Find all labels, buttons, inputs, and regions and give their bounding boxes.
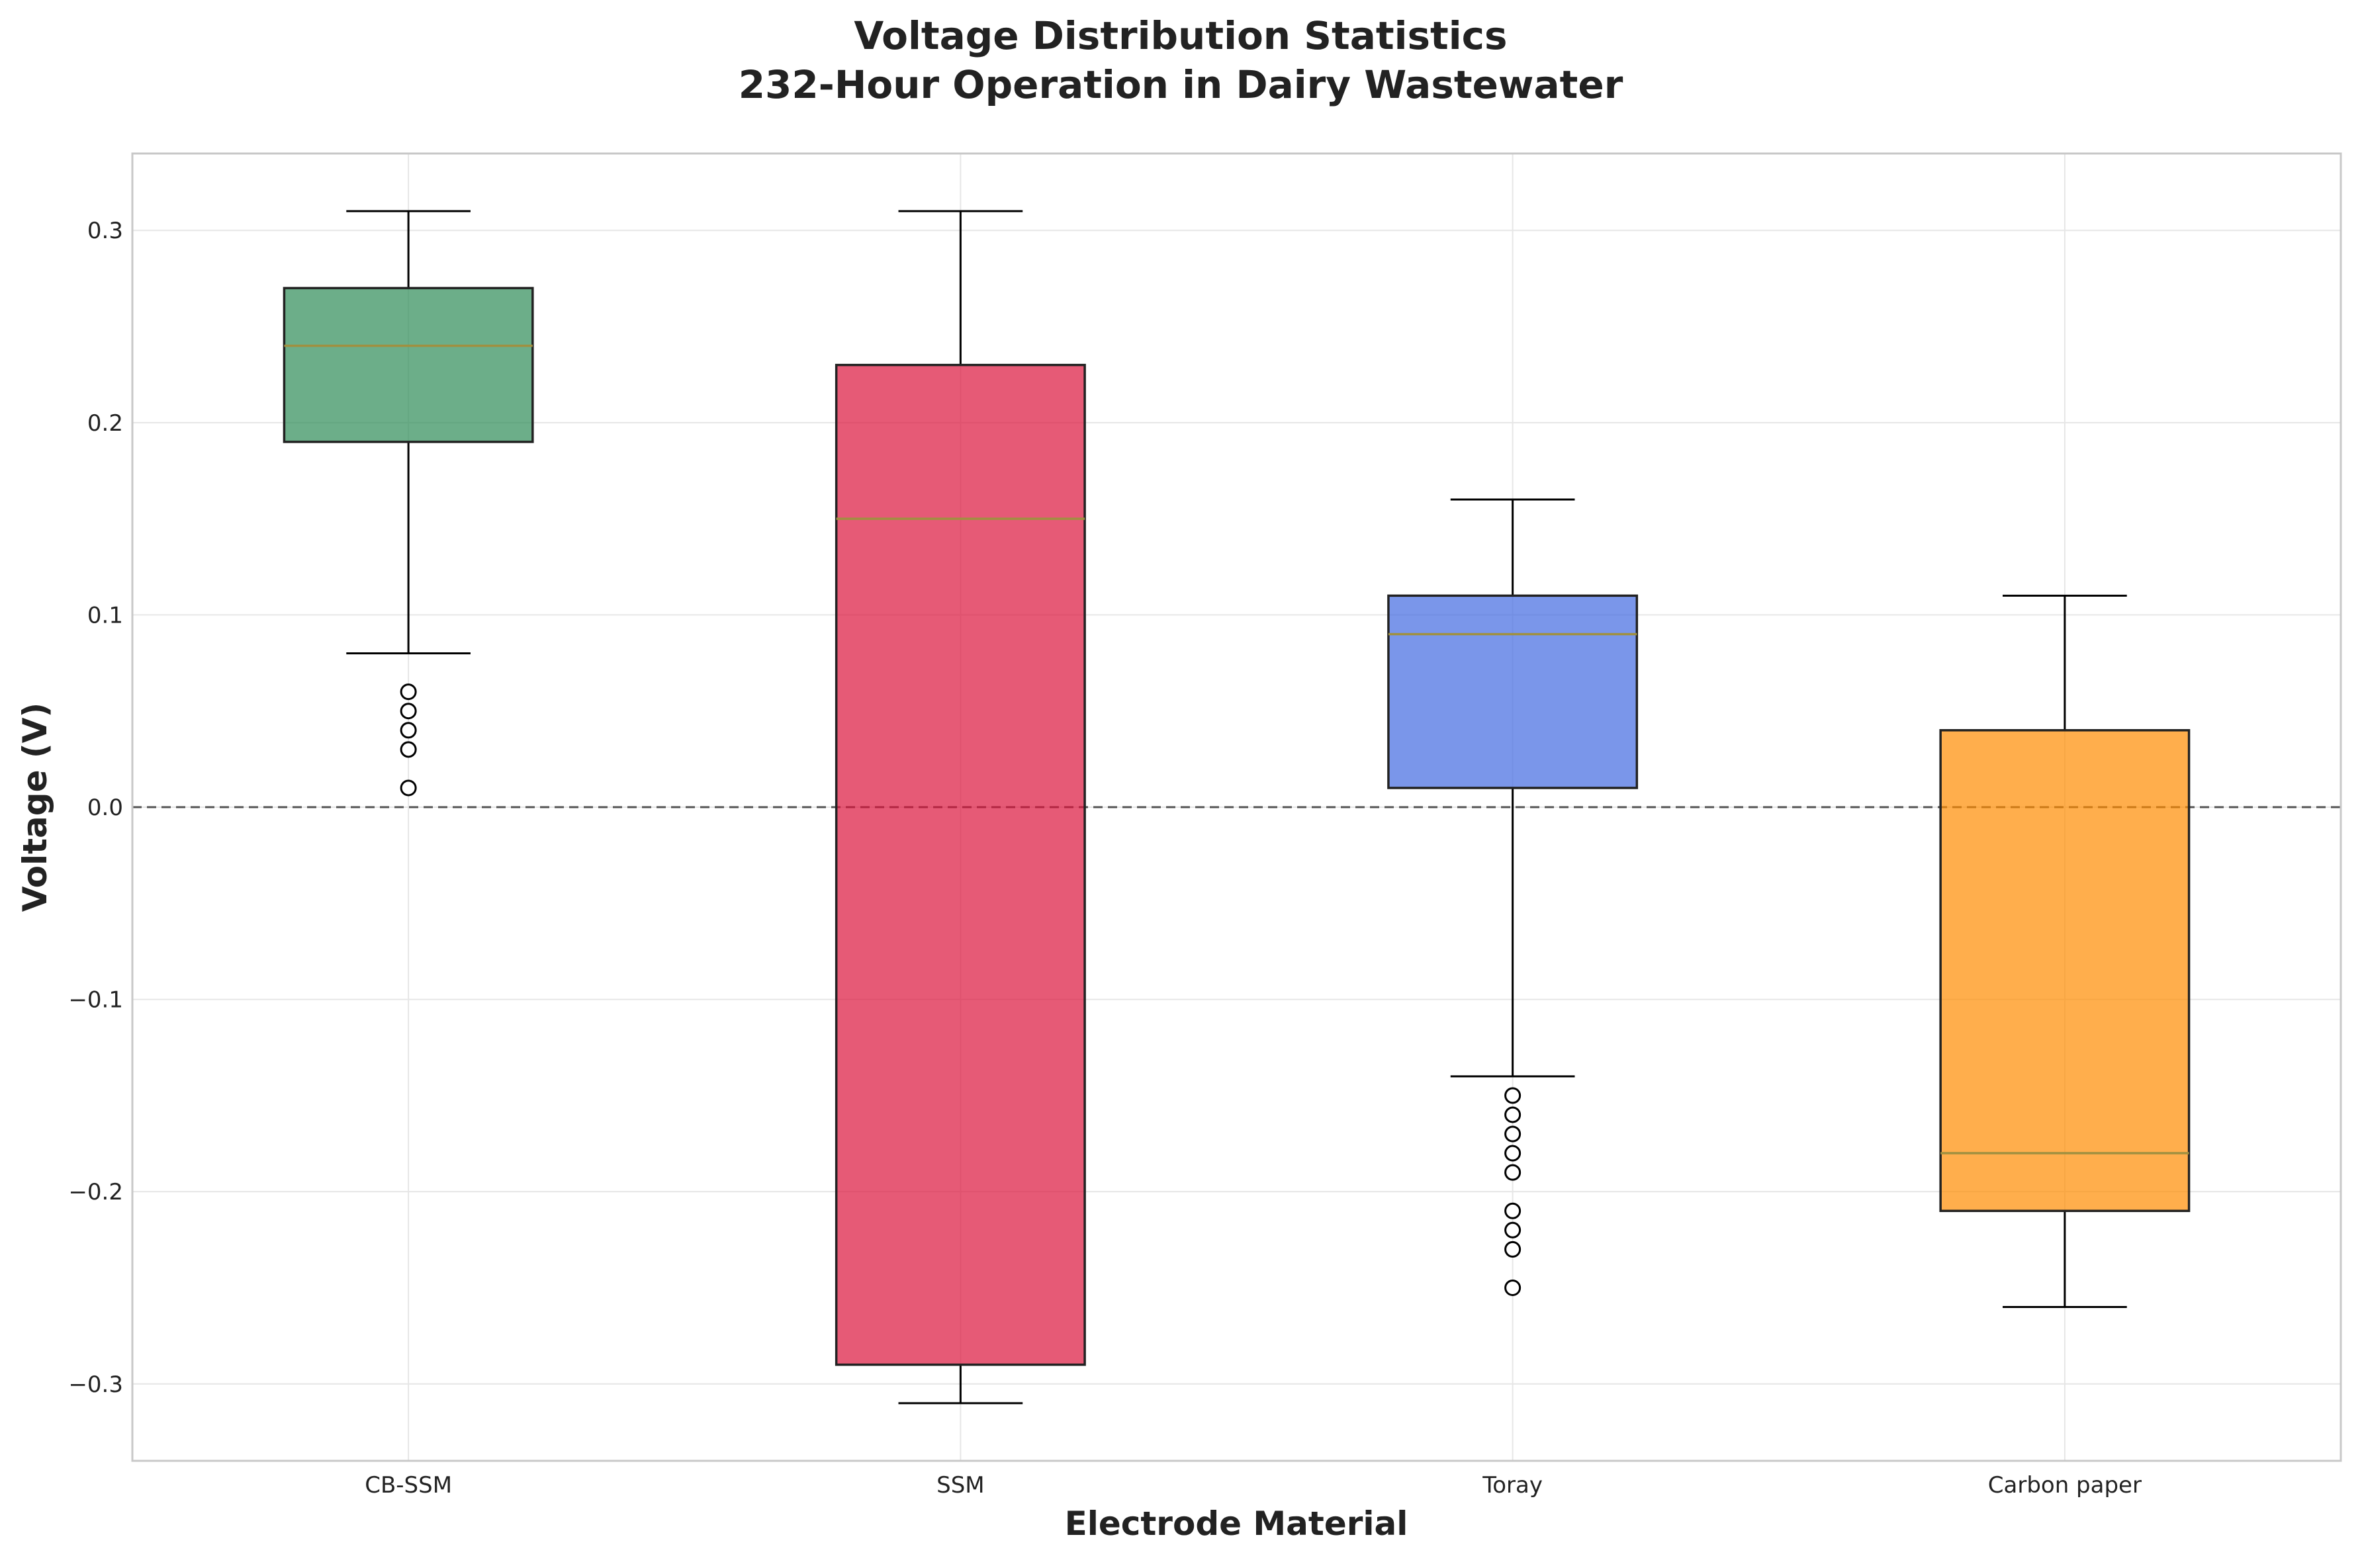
chart-title-line-2: 232-Hour Operation in Dairy Wastewater — [739, 62, 1623, 107]
outlier-point — [1504, 1202, 1522, 1219]
tick-label-layer: −0.3 −0.2 −0.1 0.0 0.1 0.2 0.3 CB-SSM SSM Toray Ca… — [68, 218, 2142, 1499]
x-axis-label: Electrode Material — [1065, 1504, 1408, 1543]
y-axis-label: Voltage (V) — [16, 703, 54, 912]
outlier-point — [400, 779, 417, 797]
outlier-point — [1504, 1241, 1522, 1258]
y-tick-label: 0.1 — [87, 602, 123, 629]
box-group-ssm — [835, 210, 1086, 1405]
y-tick-label: −0.3 — [68, 1372, 123, 1398]
box-layer — [283, 210, 2191, 1405]
box-group-cb-ssm — [283, 210, 534, 797]
box-group-carbon-paper — [1939, 594, 2191, 1309]
y-tick-label: −0.2 — [68, 1179, 123, 1205]
outlier-point — [400, 683, 417, 701]
y-tick-label: −0.1 — [68, 987, 123, 1014]
x-tick-label: SSM — [936, 1472, 985, 1499]
y-tick-label: 0.0 — [87, 795, 123, 821]
outlier-point — [400, 741, 417, 758]
x-tick-label: Carbon paper — [1988, 1472, 2142, 1499]
outlier-point — [1504, 1087, 1522, 1104]
y-tick-label: 0.2 — [87, 410, 123, 437]
x-tick-label: Toray — [1482, 1472, 1543, 1499]
box-group-toray — [1387, 498, 1639, 1296]
outlier-point — [1504, 1125, 1522, 1143]
outlier-point — [1504, 1221, 1522, 1239]
outlier-point — [1504, 1279, 1522, 1296]
outlier-point — [1504, 1164, 1522, 1181]
box-body — [835, 363, 1086, 1366]
outlier-point — [400, 703, 417, 720]
chart-title-line-1: Voltage Distribution Statistics — [854, 13, 1507, 58]
outlier-point — [1504, 1145, 1522, 1162]
x-tick-label: CB-SSM — [365, 1472, 452, 1499]
y-tick-label: 0.3 — [87, 218, 123, 244]
box-body — [1939, 729, 2191, 1212]
outlier-point — [400, 722, 417, 739]
outlier-point — [1504, 1106, 1522, 1123]
plot-frame — [131, 152, 2342, 1462]
box-body — [1387, 594, 1639, 789]
box-body — [283, 286, 534, 443]
